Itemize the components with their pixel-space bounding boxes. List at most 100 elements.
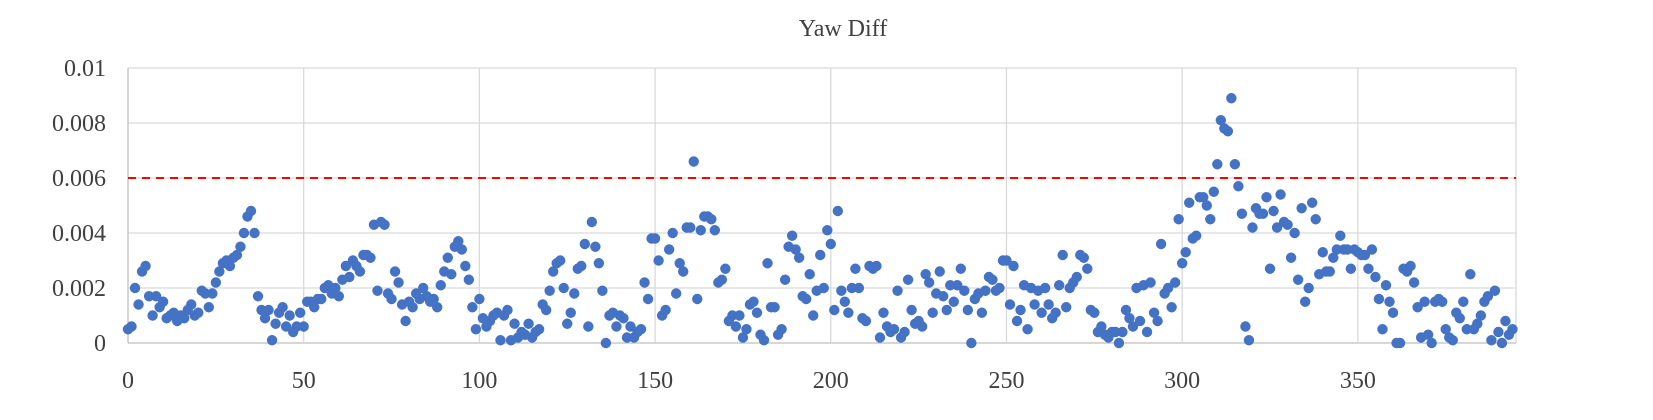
data-point [249,227,260,239]
data-point [758,335,770,346]
x-tick-label: 150 [637,368,673,394]
data-point [832,205,844,217]
data-point [853,282,865,294]
data-point [843,307,854,318]
data-point [238,227,250,239]
data-point [1271,222,1283,233]
data-point [748,296,759,307]
data-point [709,225,721,236]
data-point [1215,115,1227,126]
data-point [692,293,703,305]
data-point [1078,252,1089,263]
data-point [442,252,453,263]
data-point [786,230,798,241]
data-point [1317,247,1328,258]
data-point [157,296,169,307]
data-point [1201,200,1212,211]
data-point [495,335,506,346]
data-point [1363,263,1374,274]
data-point [1124,313,1135,324]
data-point [923,277,935,288]
data-point [547,266,559,277]
data-point [1387,307,1399,318]
data-point [470,324,482,335]
data-point [829,304,840,316]
data-point [435,280,446,291]
data-point [1328,252,1339,263]
data-point [1134,315,1146,327]
data-point [685,222,696,233]
data-point [1057,249,1068,261]
data-point [569,288,580,299]
data-point [1296,203,1307,214]
data-point [1419,296,1430,307]
data-point [150,291,162,302]
x-tick-label: 300 [1164,368,1200,394]
data-point [1229,159,1241,170]
data-point [1282,219,1293,230]
data-point [1113,337,1125,349]
data-point [642,293,654,305]
data-point [1001,255,1012,266]
data-point [1011,315,1023,327]
data-point [1015,304,1026,316]
y-tick-label: 0.006 [52,166,106,192]
data-point [1493,326,1504,338]
data-point [818,282,829,294]
data-point [804,269,815,280]
grid [127,67,1517,344]
data-point [270,318,281,329]
data-point [688,156,699,167]
data-point [193,307,204,318]
data-point [1345,263,1357,274]
data-point [379,219,390,230]
data-point [878,307,889,318]
data-point [635,324,647,335]
data-point [460,260,471,272]
data-point [579,238,591,250]
data-point [1004,299,1016,310]
y-tick-label: 0.008 [52,111,106,137]
data-point [523,318,534,329]
data-point [393,277,404,288]
data-point [467,302,478,313]
data-point [1169,277,1181,288]
data-point [808,310,819,321]
data-point [133,299,144,310]
data-point [1243,335,1255,346]
data-point [800,293,812,305]
data-point [1310,214,1321,225]
data-point [706,214,717,225]
data-point [1496,337,1508,349]
data-point [1212,159,1223,170]
data-point [1475,310,1487,321]
data-point [1306,197,1318,208]
data-point [938,291,949,302]
data-point [344,271,355,283]
data-point [1454,313,1465,324]
data-point [1373,293,1385,305]
data-point [678,266,689,277]
data-point [825,238,836,250]
data-point [1053,280,1065,291]
data-point [586,216,598,228]
data-point [1205,214,1216,225]
data-point [333,291,345,302]
data-point [906,304,917,316]
data-point [316,293,327,305]
data-point [1465,269,1476,280]
data-point [1275,189,1286,200]
data-point [618,313,629,324]
data-point [959,285,970,296]
data-point [583,321,594,332]
x-tick-label: 250 [988,368,1024,394]
data-point [562,318,573,329]
data-point [140,260,151,272]
data-point [934,266,945,277]
data-point [593,258,605,269]
data-point [734,310,745,321]
data-point [1226,93,1237,104]
data-point [987,274,998,285]
